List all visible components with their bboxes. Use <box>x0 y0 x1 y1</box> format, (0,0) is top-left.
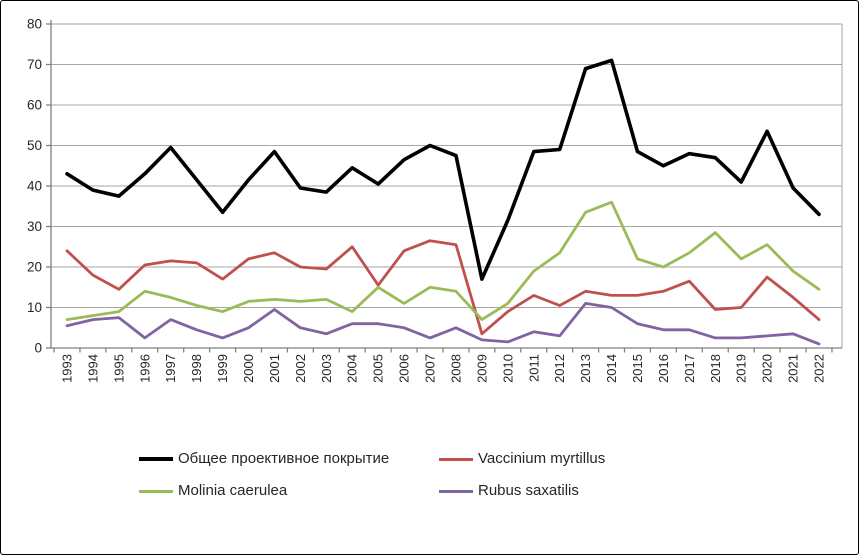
legend-swatch-vaccinium-myrtillus <box>439 457 473 461</box>
x-axis-label: 2016 <box>656 354 671 383</box>
series-line-3 <box>65 301 821 346</box>
x-axis-label: 2017 <box>682 354 697 383</box>
y-axis-label: 70 <box>27 57 42 72</box>
y-axis-label: 0 <box>34 341 42 356</box>
y-axis-label: 10 <box>27 300 42 315</box>
legend-item-rubus-saxatilis: Rubus saxatilis <box>439 481 579 501</box>
y-axis-label: 20 <box>27 260 42 275</box>
x-axis-label: 1997 <box>163 354 178 383</box>
x-axis-label: 2001 <box>267 354 282 383</box>
x-axis-label: 1994 <box>85 354 100 383</box>
legend-label-vaccinium-myrtillus: Vaccinium myrtillus <box>478 450 606 467</box>
x-axis-label: 2007 <box>423 354 438 383</box>
y-axis-label: 50 <box>27 138 42 153</box>
x-axis-label: 2002 <box>293 354 308 383</box>
legend-item-molinia-caerulea: Molinia caerulea <box>139 481 287 501</box>
x-axis-label: 2005 <box>371 354 386 383</box>
y-axis-label: 30 <box>27 219 42 234</box>
series-line-1 <box>65 239 821 336</box>
x-axis-label: 2020 <box>760 354 775 383</box>
x-axis-label: 1999 <box>215 354 230 383</box>
x-axis-label: 2021 <box>786 354 801 383</box>
x-axis-label: 1995 <box>111 354 126 383</box>
x-axis-label: 1998 <box>189 354 204 383</box>
x-axis-label: 2018 <box>708 354 723 383</box>
x-axis-label: 2014 <box>604 354 619 383</box>
legend-swatch-molinia-caerulea <box>139 489 173 493</box>
x-axis-label: 2004 <box>345 354 360 383</box>
x-axis-label: 2008 <box>448 354 463 383</box>
x-axis-label: 2011 <box>526 354 541 382</box>
legend-label-molinia-caerulea: Molinia caerulea <box>178 482 288 499</box>
legend-swatch-total-cover <box>139 457 173 461</box>
y-axis-label: 80 <box>27 17 42 32</box>
x-axis-label: 2012 <box>552 354 567 383</box>
y-axis-label: 40 <box>27 179 42 194</box>
series-line-2 <box>65 200 821 322</box>
x-axis-label: 2006 <box>397 354 412 383</box>
x-axis-label: 2010 <box>500 354 515 383</box>
legend-label-total-cover: Общее проективное покрытие <box>178 450 390 467</box>
x-axis-label: 2015 <box>630 354 645 383</box>
legend-swatch-rubus-saxatilis <box>439 489 473 493</box>
x-axis-label: 1993 <box>60 354 75 383</box>
legend-item-vaccinium-myrtillus: Vaccinium myrtillus <box>439 449 605 469</box>
legend-label-rubus-saxatilis: Rubus saxatilis <box>478 482 579 499</box>
x-axis-label: 1996 <box>137 354 152 383</box>
series-line-0 <box>65 58 821 281</box>
y-axis-label: 60 <box>27 98 42 113</box>
x-axis-label: 2003 <box>319 354 334 383</box>
x-axis-label: 2009 <box>474 354 489 383</box>
x-axis-label: 2019 <box>734 354 749 383</box>
x-axis-label: 2000 <box>241 354 256 383</box>
x-axis-label: 2022 <box>812 354 827 383</box>
x-axis-label: 2013 <box>578 354 593 383</box>
legend-item-total-cover: Общее проективное покрытие <box>139 449 389 469</box>
